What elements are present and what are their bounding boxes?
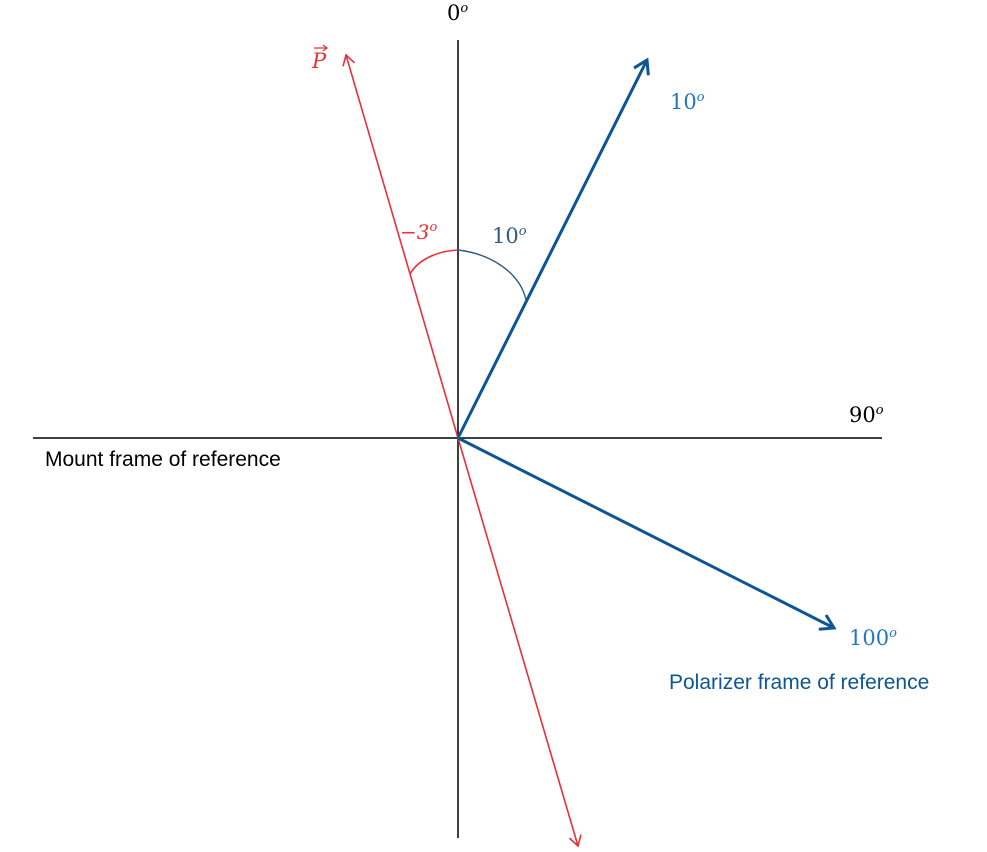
- mount-frame-caption: Mount frame of reference: [45, 448, 281, 471]
- polarizer-axis-100deg-label: 100o: [849, 626, 897, 650]
- polarizer-axis-10deg: [456, 57, 650, 439]
- zero-degree-label: 0o: [447, 1, 468, 25]
- polarizer-frame-caption: Polarizer frame of reference: [669, 671, 929, 694]
- polarization-angle-arc: [409, 249, 459, 275]
- ninety-degree-label: 90o: [849, 403, 884, 427]
- vector-arrow-accent: [314, 44, 328, 52]
- polarization-angle-label: −3o: [400, 220, 437, 244]
- polarization-vector-upper: [342, 53, 459, 439]
- rotation-angle-arc: [457, 249, 527, 301]
- polarization-vector-label: P: [311, 44, 328, 73]
- rotation-angle-label: 10o: [492, 224, 527, 248]
- polarizer-axis-10deg-label: 10o: [670, 90, 705, 114]
- polarizer-axis-100deg: [457, 436, 837, 631]
- polarization-vector-lower: [457, 437, 582, 848]
- polarization-vector-symbol: P: [311, 49, 327, 73]
